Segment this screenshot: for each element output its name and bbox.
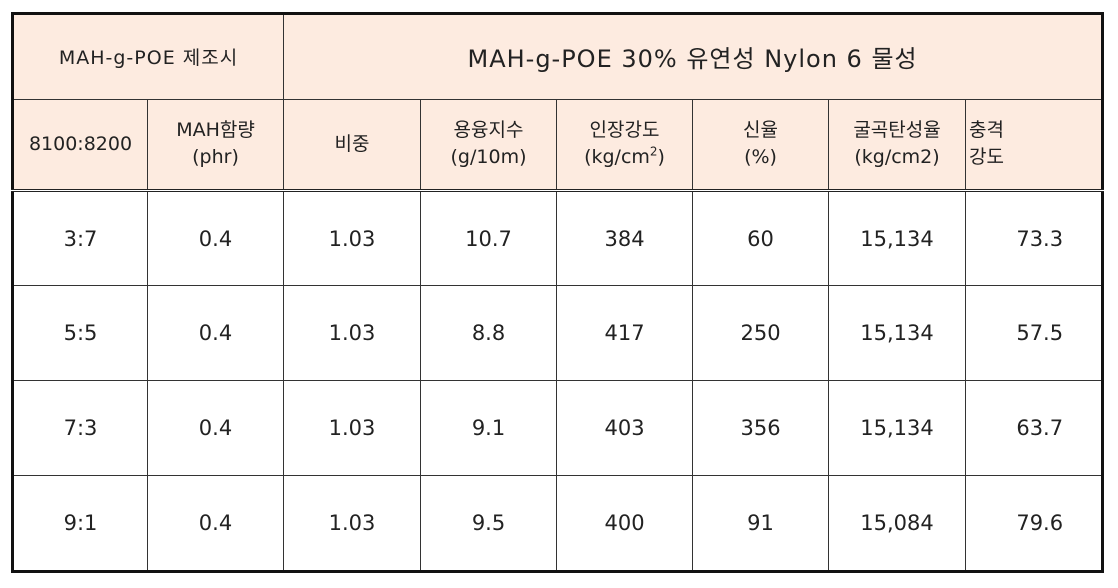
column-header-flexural-modulus: 굴곡탄성율 (kg/cm2) [828, 98, 967, 191]
column-header-mah-content: MAH함량 (phr) [146, 98, 285, 191]
table-row: 5:5 0.4 1.03 8.8 417 250 15,134 57.5 [12, 285, 1104, 382]
cell-elongation: 60 [692, 189, 830, 287]
column-header-tensile-strength-label: 인장강도 [589, 119, 660, 142]
cell-tensile-strength: 403 [556, 380, 694, 477]
cell-melt-index: 8.8 [420, 285, 558, 382]
cell-ratio: 5:5 [12, 285, 148, 382]
column-header-elongation: 신율 (%) [692, 98, 830, 191]
cell-specific-gravity: 1.03 [283, 380, 422, 477]
cell-tensile-strength: 417 [556, 285, 694, 382]
column-header-mah-content-unit: (phr) [192, 146, 239, 169]
table-row: 3:7 0.4 1.03 10.7 384 60 15,134 73.3 [12, 189, 1104, 287]
column-header-row: 8100:8200 MAH함량 (phr) 비중 용융지수 (g/10m) 인장… [12, 98, 1104, 191]
column-header-melt-index-unit: (g/10m) [450, 146, 527, 169]
group-header-preparation: MAH-g-POE 제조시 [11, 13, 285, 100]
table-row: 9:1 0.4 1.03 9.5 400 91 15,084 79.6 [12, 475, 1104, 572]
column-header-specific-gravity-label: 비중 [334, 132, 370, 155]
column-header-elongation-label: 신율 [743, 119, 778, 142]
column-header-flexural-modulus-unit: (kg/cm2) [854, 146, 940, 169]
cell-ratio: 7:3 [12, 380, 148, 477]
cell-flexural-modulus: 15,134 [828, 285, 967, 382]
column-header-flexural-modulus-label: 굴곡탄성율 [853, 119, 941, 142]
cell-ratio: 3:7 [12, 189, 148, 287]
cell-specific-gravity: 1.03 [283, 189, 422, 287]
column-header-tensile-strength: 인장강도 (kg/cm2) [556, 98, 694, 191]
cell-impact-strength: 79.6 [965, 475, 1104, 572]
cell-flexural-modulus: 15,084 [828, 475, 967, 572]
column-header-mah-content-label: MAH함량 [176, 119, 255, 142]
group-header-nylon-properties: MAH-g-POE 30% 유연성 Nylon 6 물성 [283, 13, 1104, 100]
column-header-impact-strength-line2: 강도 [969, 146, 1004, 169]
cell-mah-content: 0.4 [146, 189, 285, 287]
column-header-melt-index-label: 용융지수 [453, 119, 524, 142]
cell-specific-gravity: 1.03 [283, 285, 422, 382]
cell-tensile-strength: 400 [556, 475, 694, 572]
group-header-row: MAH-g-POE 제조시 MAH-g-POE 30% 유연성 Nylon 6 … [11, 13, 1104, 100]
cell-specific-gravity: 1.03 [283, 475, 422, 572]
column-header-specific-gravity: 비중 [283, 98, 422, 191]
cell-flexural-modulus: 15,134 [828, 189, 967, 287]
cell-melt-index: 9.5 [420, 475, 558, 572]
cell-elongation: 91 [692, 475, 830, 572]
cell-mah-content: 0.4 [146, 475, 285, 572]
column-header-elongation-unit: (%) [744, 146, 777, 169]
cell-ratio: 9:1 [12, 475, 148, 572]
cell-flexural-modulus: 15,134 [828, 380, 967, 477]
column-header-impact-strength-line1: 충격 [969, 119, 1004, 142]
cell-elongation: 356 [692, 380, 830, 477]
column-header-impact-strength: 충격 강도 [965, 98, 1104, 191]
column-header-ratio-label: 8100:8200 [28, 132, 133, 155]
column-header-ratio: 8100:8200 [12, 98, 148, 191]
cell-impact-strength: 63.7 [965, 380, 1104, 477]
cell-impact-strength: 73.3 [965, 189, 1104, 287]
cell-melt-index: 9.1 [420, 380, 558, 477]
cell-mah-content: 0.4 [146, 285, 285, 382]
properties-table: MAH-g-POE 제조시 MAH-g-POE 30% 유연성 Nylon 6 … [11, 12, 1105, 573]
column-header-melt-index: 용융지수 (g/10m) [420, 98, 558, 191]
cell-melt-index: 10.7 [420, 189, 558, 287]
cell-elongation: 250 [692, 285, 830, 382]
cell-tensile-strength: 384 [556, 189, 694, 287]
cell-impact-strength: 57.5 [965, 285, 1104, 382]
table-row: 7:3 0.4 1.03 9.1 403 356 15,134 63.7 [12, 380, 1104, 477]
column-header-tensile-strength-unit: (kg/cm2) [584, 144, 665, 169]
cell-mah-content: 0.4 [146, 380, 285, 477]
